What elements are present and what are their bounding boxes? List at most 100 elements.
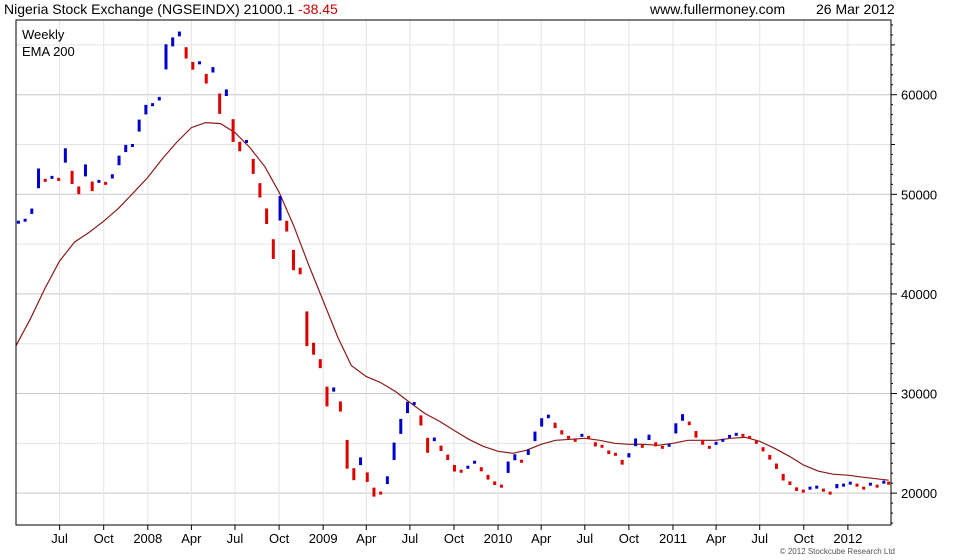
legend-weekly: Weekly [22,27,65,42]
weekly-bar [801,489,805,493]
weekly-bar [613,452,617,456]
weekly-bar [774,463,778,469]
weekly-bar [57,177,61,181]
weekly-bar [855,483,859,487]
weekly-bar [499,484,503,488]
weekly-bar [405,401,409,414]
weekly-bar [701,439,705,445]
weekly-bar [466,465,470,469]
weekly-bar [184,47,188,59]
weekly-bar [399,418,403,434]
weekly-bar [244,140,248,144]
weekly-bar [593,442,597,447]
x-tick-label: Apr [356,531,377,546]
x-tick-label: Jul [402,531,419,546]
weekly-bar [754,440,758,444]
source-site[interactable]: www.fullermoney.com [650,1,786,17]
weekly-bar [23,218,27,222]
y-tick-label: 20000 [901,486,937,501]
weekly-bar [177,31,181,37]
weekly-bar [674,423,678,434]
weekly-bar [332,387,336,392]
weekly-bar [37,168,41,189]
weekly-bar [647,434,651,441]
weekly-bar [359,457,363,466]
weekly-bar [30,208,34,214]
weekly-bar [627,453,631,458]
weekly-bar [117,155,121,166]
weekly-bar [231,119,235,142]
x-tick-label: Jul [751,531,768,546]
weekly-bar [493,481,497,485]
weekly-bar [16,220,20,224]
weekly-bar [392,442,396,460]
weekly-bar [265,208,269,224]
weekly-bar [385,476,389,485]
weekly-bar [298,267,302,275]
weekly-bar [694,431,698,438]
weekly-bar [224,89,228,96]
weekly-bar [312,342,316,355]
weekly-bar [681,414,685,421]
weekly-bar [345,439,349,469]
price-change: -38.45 [298,1,338,17]
weekly-bar [43,178,47,182]
weekly-series [16,31,891,497]
weekly-bar [526,449,530,455]
weekly-bar [788,481,792,485]
weekly-bar [479,467,483,472]
weekly-bar [560,430,564,435]
weekly-bar [365,472,369,482]
y-tick-label: 60000 [901,88,937,103]
ema-series [15,121,889,481]
weekly-bar [882,480,886,484]
weekly-bar [97,179,101,183]
chart-date: 26 Mar 2012 [816,1,895,17]
weekly-bar [600,444,604,448]
weekly-bar [721,438,725,442]
x-tick-label: Oct [94,531,115,546]
weekly-bar [654,442,658,447]
weekly-bar [473,460,477,464]
weekly-bar [580,433,584,437]
weekly-bar [251,158,255,174]
x-tick-label: Jul [51,531,68,546]
y-tick-label: 40000 [901,287,937,302]
weekly-bar [198,61,202,65]
weekly-bar [77,186,81,195]
weekly-bar [634,438,638,447]
weekly-bar [412,401,416,405]
weekly-bar [130,144,134,148]
weekly-bar [191,61,195,70]
x-tick-label: 2008 [133,531,162,546]
x-tick-label: Oct [444,531,465,546]
weekly-bar [291,249,295,271]
weekly-bar [486,474,490,480]
chart-title-text: Nigeria Stock Exchange (NGSEINDX) 21000.… [4,1,295,17]
weekly-bar [781,473,785,481]
weekly-bar [513,454,517,461]
weekly-bar [828,491,832,495]
y-tick-label: 50000 [901,187,937,202]
weekly-bar [553,422,557,429]
x-tick-label: Oct [269,531,290,546]
chart-title: Nigeria Stock Exchange (NGSEINDX) 21000.… [4,1,338,17]
weekly-bar [835,484,839,489]
weekly-bar [151,103,155,107]
weekly-bar [761,447,765,452]
weekly-bar [734,432,738,436]
weekly-bar [506,461,510,473]
weekly-bar [667,443,671,447]
weekly-bar [63,148,67,163]
weekly-bar [748,435,752,439]
weekly-bar [104,181,108,185]
weekly-bar [620,459,624,465]
x-tick-label: Jul [576,531,593,546]
weekly-bar [573,438,577,442]
weekly-bar [137,119,141,132]
weekly-bar [285,220,289,232]
weekly-bar [868,482,872,486]
weekly-bar [278,196,282,221]
weekly-bar [144,104,148,115]
weekly-bar [640,444,644,448]
